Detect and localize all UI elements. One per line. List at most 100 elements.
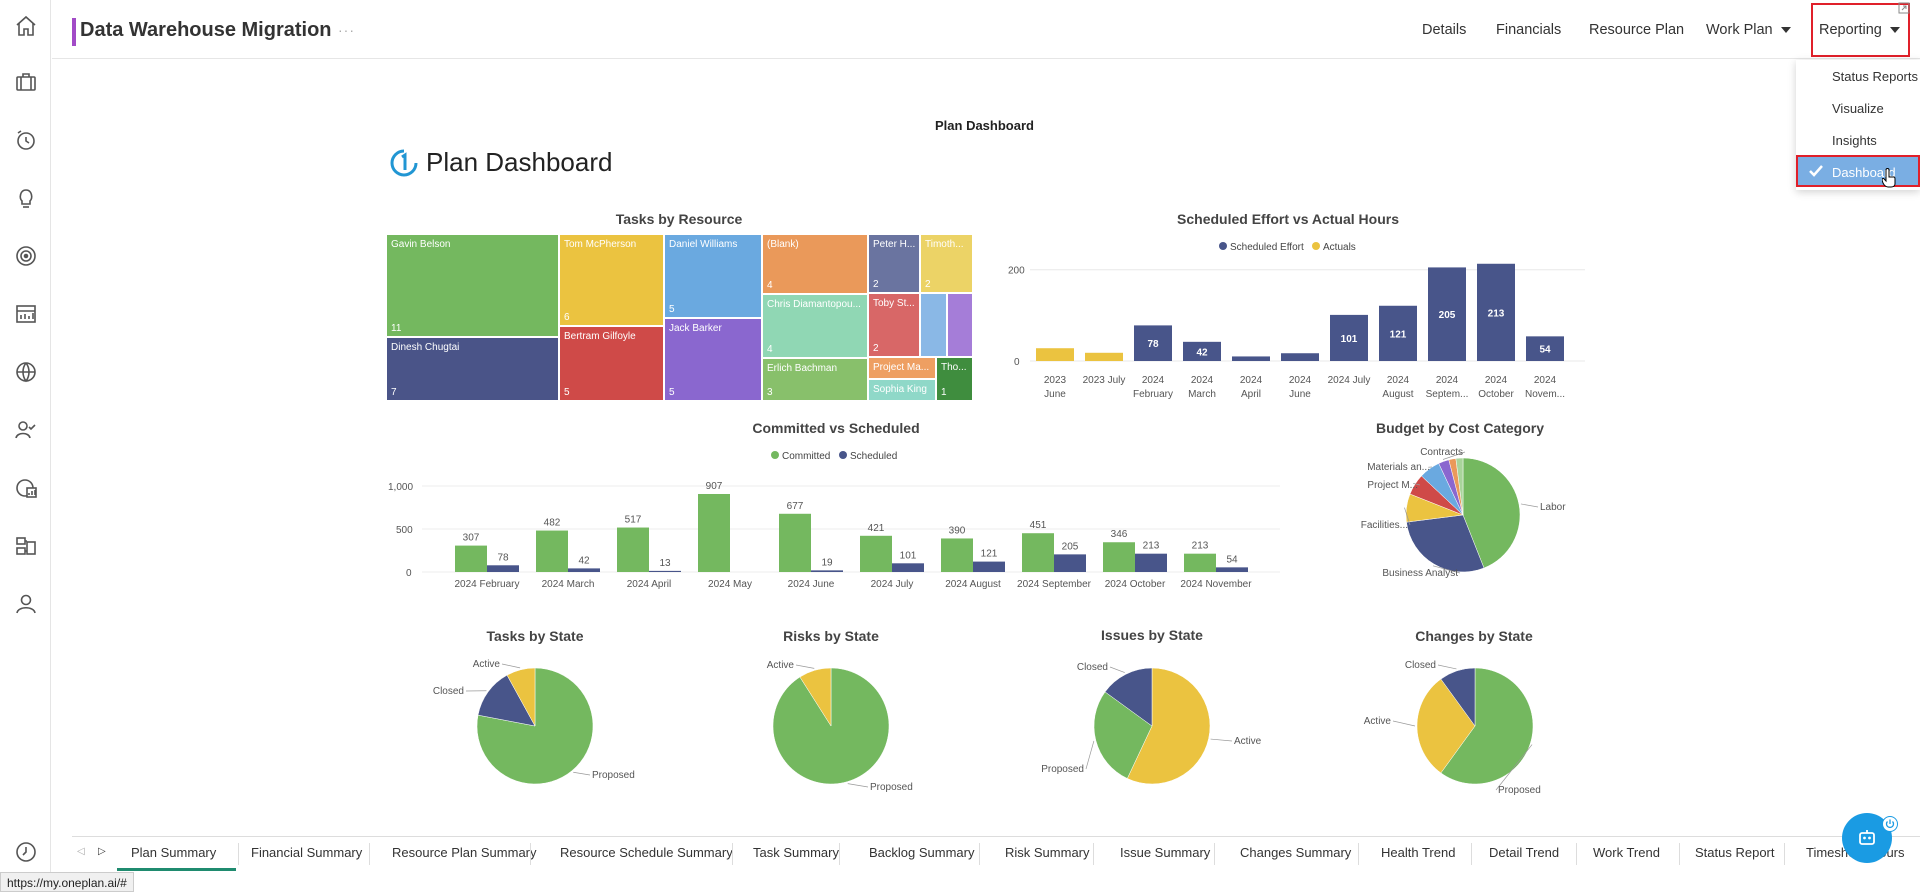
pie-slice[interactable] <box>506 667 536 727</box>
bar-committed[interactable] <box>617 527 649 572</box>
reports-icon[interactable] <box>12 474 39 501</box>
treemap-cell[interactable]: Tho... 1 <box>936 357 973 401</box>
treemap-cell[interactable]: Tom McPherson 6 <box>559 234 664 326</box>
x-tick: March <box>1188 389 1216 400</box>
bar-scheduled[interactable] <box>892 563 924 572</box>
bar-scheduled[interactable] <box>1216 567 1248 572</box>
tab-scroll-right-icon[interactable]: ▷ <box>98 846 106 857</box>
treemap-cell[interactable]: Bertram Gilfoyle 5 <box>559 326 664 401</box>
dashboard-icon[interactable] <box>12 300 39 327</box>
bar-committed[interactable] <box>455 545 487 572</box>
tab-resource-plan-summary[interactable]: Resource Plan Summary <box>392 845 537 860</box>
treemap-cell[interactable]: Jack Barker 5 <box>664 318 762 401</box>
pie-slice[interactable] <box>1416 678 1476 774</box>
home-icon[interactable] <box>12 12 39 39</box>
bar[interactable] <box>1085 352 1123 361</box>
bar-committed[interactable] <box>1022 533 1054 572</box>
menu-dashboard[interactable]: Dashboard <box>1796 155 1920 188</box>
target-icon[interactable] <box>12 242 39 269</box>
pie-slice[interactable] <box>1440 667 1534 785</box>
tab-status-report[interactable]: Status Report <box>1695 845 1775 860</box>
treemap-cell[interactable]: Chris Diamantopou... 4 <box>762 294 868 358</box>
nav-work-plan[interactable]: Work Plan <box>1706 22 1791 38</box>
bar-committed[interactable] <box>1103 542 1135 572</box>
power-icon[interactable] <box>1882 816 1898 832</box>
bar[interactable] <box>1379 305 1417 361</box>
bar-committed[interactable] <box>941 538 973 572</box>
tab-health-trend[interactable]: Health Trend <box>1381 845 1456 860</box>
bar-scheduled[interactable] <box>1135 553 1167 572</box>
bar[interactable] <box>1183 341 1221 361</box>
globe-icon[interactable] <box>12 358 39 385</box>
treemap-cell[interactable] <box>947 293 973 357</box>
treemap-cell[interactable]: Erlich Bachman 3 <box>762 358 868 401</box>
pie-slice[interactable] <box>799 667 832 727</box>
resources-icon[interactable] <box>12 416 39 443</box>
pie-slice[interactable] <box>1093 691 1153 779</box>
bar[interactable] <box>1134 325 1172 361</box>
pie-slice[interactable] <box>1126 667 1211 785</box>
pie-slice[interactable] <box>1406 514 1485 573</box>
user-icon[interactable] <box>12 590 39 617</box>
treemap-cell[interactable] <box>920 293 947 357</box>
pie-slice[interactable] <box>476 667 594 785</box>
more-options-icon[interactable]: ··· <box>338 22 355 38</box>
bar-scheduled[interactable] <box>649 570 681 572</box>
bar-committed[interactable] <box>1184 553 1216 572</box>
timesheet-icon[interactable] <box>12 126 39 153</box>
nav-financials[interactable]: Financials <box>1496 22 1562 38</box>
bar[interactable] <box>1526 336 1564 361</box>
treemap-cell[interactable]: Sophia King <box>868 379 936 401</box>
bar-scheduled[interactable] <box>487 565 519 572</box>
expand-icon[interactable] <box>1898 2 1910 17</box>
tab-resource-schedule-summary[interactable]: Resource Schedule Summary <box>560 845 733 860</box>
history-icon[interactable] <box>12 838 39 865</box>
nav-resource-plan[interactable]: Resource Plan <box>1589 22 1685 38</box>
tab-task-summary[interactable]: Task Summary <box>753 845 839 860</box>
bar-scheduled[interactable] <box>811 570 843 572</box>
bar[interactable] <box>1036 348 1074 361</box>
bar[interactable] <box>1330 314 1368 361</box>
bar[interactable] <box>1428 267 1466 361</box>
bar-committed[interactable] <box>536 530 568 572</box>
tab-work-trend[interactable]: Work Trend <box>1593 845 1660 860</box>
pie-slice[interactable] <box>1440 667 1476 727</box>
treemap-cell[interactable]: Peter H... 2 <box>868 234 920 293</box>
pie-slice[interactable] <box>477 674 536 727</box>
pie-slice[interactable] <box>1462 457 1521 569</box>
pie-slice[interactable] <box>1455 457 1464 516</box>
treemap-cell[interactable]: Dinesh Chugtai 7 <box>386 337 559 401</box>
treemap-cell[interactable]: (Blank) 4 <box>762 234 868 294</box>
tab-scroll-left-icon[interactable]: ◁ <box>77 846 85 857</box>
bar-committed[interactable] <box>779 513 811 572</box>
portfolio-icon[interactable] <box>12 532 39 559</box>
lightbulb-icon[interactable] <box>12 184 39 211</box>
briefcase-icon[interactable] <box>12 68 39 95</box>
bar-scheduled[interactable] <box>568 568 600 572</box>
tab-changes-summary[interactable]: Changes Summary <box>1240 845 1352 860</box>
bar-committed[interactable] <box>698 493 730 572</box>
nav-details[interactable]: Details <box>1422 22 1467 38</box>
tab-detail-trend[interactable]: Detail Trend <box>1489 845 1560 860</box>
treemap-cell[interactable]: Project Ma... <box>868 357 936 379</box>
bar-committed[interactable] <box>860 535 892 572</box>
bar-scheduled[interactable] <box>973 561 1005 572</box>
treemap-cell[interactable]: Timoth... 2 <box>920 234 973 293</box>
tab-financial-summary[interactable]: Financial Summary <box>251 845 363 860</box>
menu-status-reports[interactable]: Status Reports <box>1832 69 1918 84</box>
tab-risk-summary[interactable]: Risk Summary <box>1005 845 1090 860</box>
bar[interactable] <box>1281 353 1319 361</box>
bar-scheduled[interactable] <box>1054 554 1086 572</box>
tab-issue-summary[interactable]: Issue Summary <box>1120 845 1211 860</box>
tab-plan-summary[interactable]: Plan Summary <box>131 845 217 860</box>
bar[interactable] <box>1477 263 1515 361</box>
menu-insights[interactable]: Insights <box>1832 133 1877 148</box>
treemap-cell[interactable]: Daniel Williams 5 <box>664 234 762 318</box>
pie-slice[interactable] <box>1104 667 1153 727</box>
treemap-cell[interactable]: Toby St... 2 <box>868 293 920 357</box>
bar[interactable] <box>1232 356 1270 361</box>
tab-backlog-summary[interactable]: Backlog Summary <box>869 845 975 860</box>
nav-reporting[interactable]: Reporting <box>1819 22 1900 38</box>
menu-visualize[interactable]: Visualize <box>1832 101 1884 116</box>
treemap-cell[interactable]: Gavin Belson 11 <box>386 234 559 337</box>
